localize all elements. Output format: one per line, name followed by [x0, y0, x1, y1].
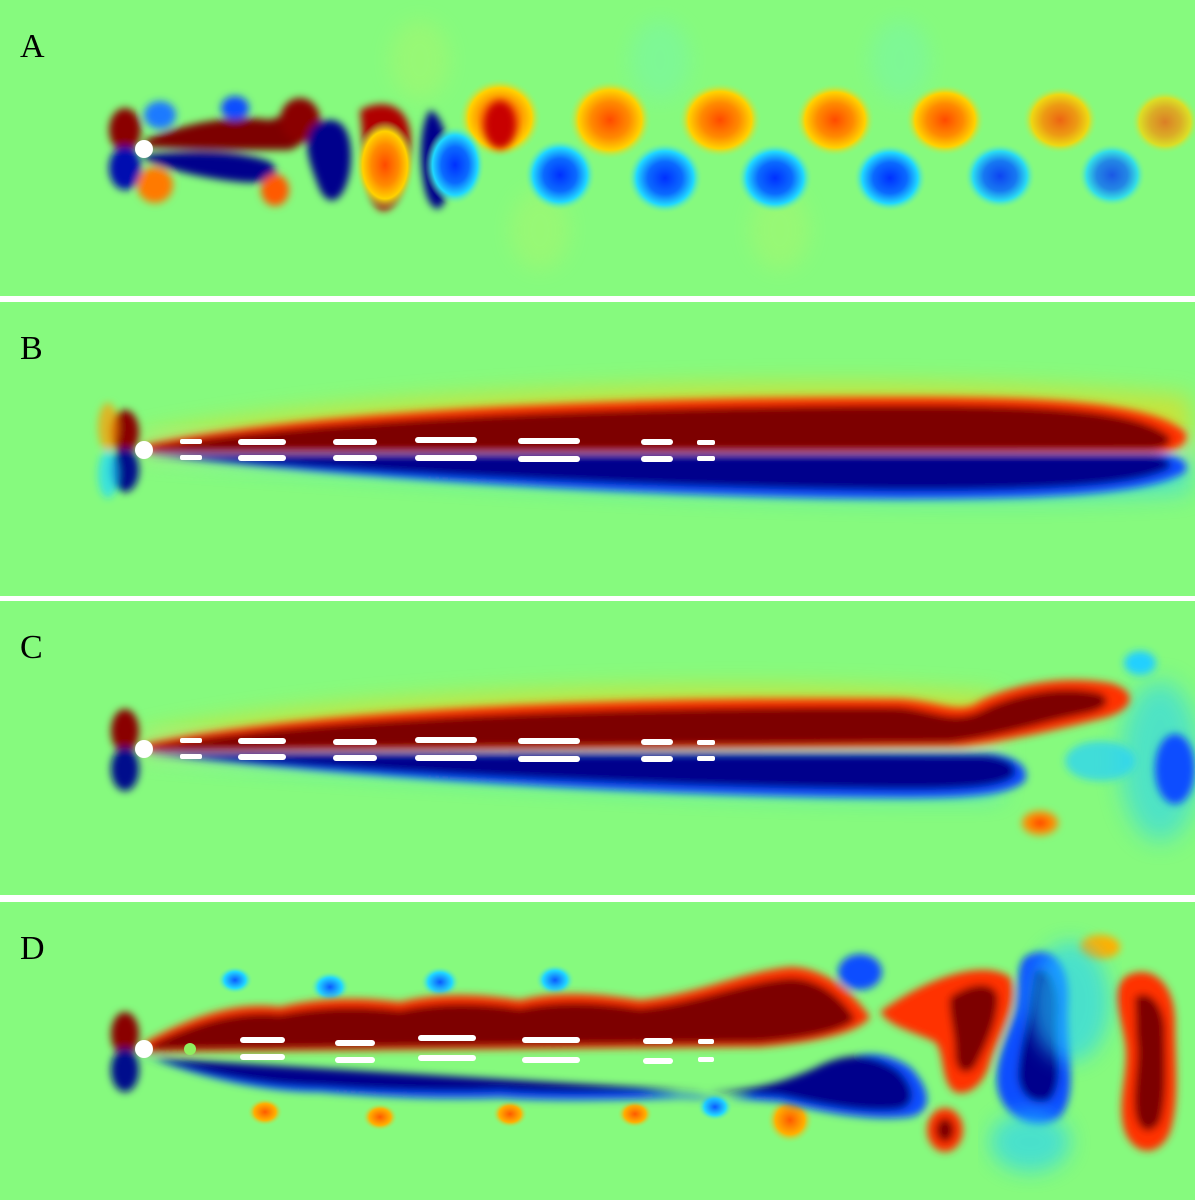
- panel-label-a: A: [20, 28, 45, 65]
- panel-label-b: B: [20, 330, 43, 367]
- panel-a: A: [0, 0, 1195, 296]
- vorticity-field-b: [0, 302, 1195, 596]
- vorticity-field-c: [0, 601, 1195, 895]
- cylinder: [135, 441, 153, 459]
- panel-label-d: D: [20, 930, 45, 967]
- panel-b: B: [0, 302, 1195, 596]
- vorticity-field-a: [0, 0, 1195, 296]
- panel-d: D: [0, 902, 1195, 1200]
- cylinder: [135, 140, 153, 158]
- panel-c: C: [0, 601, 1195, 895]
- vorticity-field-d: [0, 902, 1195, 1200]
- panel-label-c: C: [20, 629, 43, 666]
- cylinder: [135, 740, 153, 758]
- cylinder: [135, 1040, 153, 1058]
